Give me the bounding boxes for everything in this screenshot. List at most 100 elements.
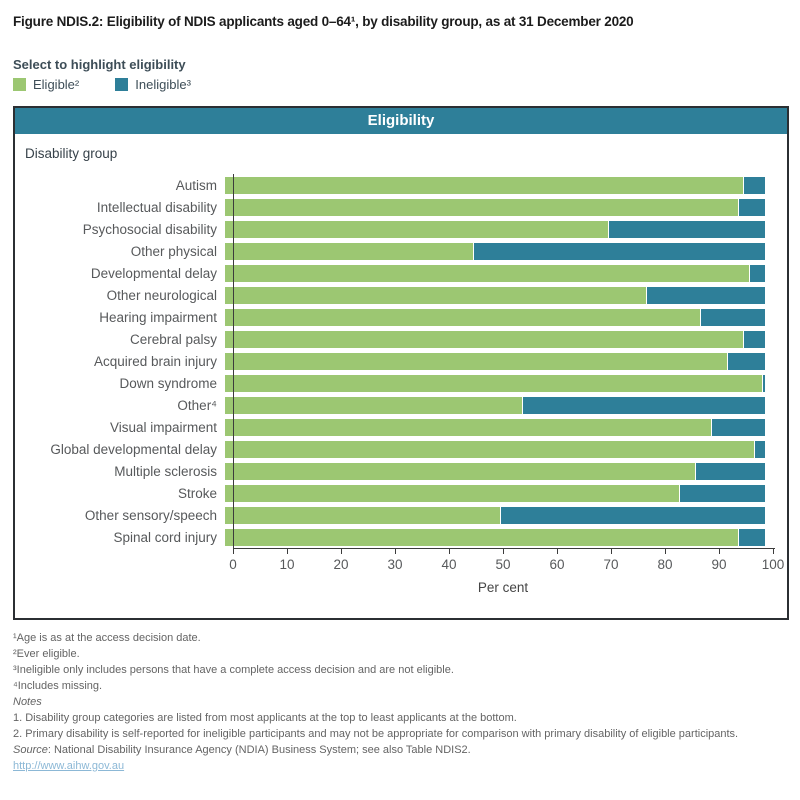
footnote-text: : National Disability Insurance Agency (…	[47, 744, 471, 756]
ineligible-bar-segment[interactable]	[678, 484, 765, 502]
bar-row: Spinal cord injury	[15, 526, 787, 548]
eligible-bar-segment[interactable]	[225, 352, 728, 370]
ineligible-bar-segment[interactable]	[754, 440, 765, 458]
bar-track	[225, 220, 765, 238]
ineligible-bar-segment[interactable]	[738, 198, 765, 216]
source-link[interactable]: http://www.aihw.gov.au	[13, 760, 125, 772]
ineligible-bar-segment[interactable]	[608, 220, 765, 238]
bar-row: Stroke	[15, 482, 787, 504]
bar-track	[225, 528, 765, 546]
bar-track	[225, 352, 765, 370]
ineligible-bar-segment[interactable]	[522, 396, 765, 414]
bar-track	[225, 286, 765, 304]
x-tick	[341, 549, 342, 554]
eligible-bar-segment[interactable]	[225, 330, 744, 348]
eligible-bar-segment[interactable]	[225, 506, 501, 524]
bar-row: Acquired brain injury	[15, 350, 787, 372]
eligible-bar-segment[interactable]	[225, 308, 701, 326]
y-axis-title: Disability group	[25, 146, 118, 161]
x-tick	[449, 549, 450, 554]
bar-row: Cerebral palsy	[15, 328, 787, 350]
category-label: Other physical	[130, 243, 217, 259]
bar-row: Developmental delay	[15, 262, 787, 284]
ineligible-bar-segment[interactable]	[743, 176, 765, 194]
bar-row: Other⁴	[15, 394, 787, 416]
footnote-line: 2. Primary disability is self-reported f…	[13, 728, 739, 740]
x-tick	[395, 549, 396, 554]
ineligible-bar-segment[interactable]	[500, 506, 765, 524]
eligible-bar-segment[interactable]	[225, 528, 738, 546]
ineligible-bar-segment[interactable]	[694, 462, 765, 480]
x-tick-label: 40	[441, 557, 457, 572]
footnote-line: ³Ineligible only includes persons that h…	[13, 664, 454, 676]
ineligible-bar-segment[interactable]	[473, 242, 765, 260]
bar-track	[225, 176, 765, 194]
ineligible-bar-segment[interactable]	[711, 418, 765, 436]
eligible-bar-segment[interactable]	[225, 220, 609, 238]
bar-row: Intellectual disability	[15, 196, 787, 218]
bar-track	[225, 242, 765, 260]
eligible-bar-segment[interactable]	[225, 484, 679, 502]
footnote-line: Source: National Disability Insurance Ag…	[13, 742, 791, 758]
x-tick-label: 10	[279, 557, 295, 572]
eligible-bar-segment[interactable]	[225, 462, 695, 480]
legend-item-label: Ineligible³	[135, 77, 191, 92]
footnote-line: ⁴Includes missing.	[13, 680, 103, 692]
category-label: Psychosocial disability	[82, 221, 217, 237]
x-tick-label: 90	[711, 557, 727, 572]
chart-header: Eligibility	[15, 108, 787, 134]
legend: Eligible² Ineligible³	[13, 77, 227, 92]
bar-track	[225, 440, 765, 458]
category-label: Stroke	[177, 485, 217, 501]
bar-track	[225, 374, 765, 392]
legend-item-eligible[interactable]: Eligible²	[13, 77, 79, 92]
category-label: Autism	[175, 177, 217, 193]
x-tick	[233, 549, 234, 554]
ineligible-swatch-icon	[115, 78, 129, 91]
ineligible-bar-segment[interactable]	[738, 528, 765, 546]
ineligible-bar-segment[interactable]	[727, 352, 765, 370]
bar-row: Visual impairment	[15, 416, 787, 438]
x-axis-title: Per cent	[477, 580, 529, 595]
bar-track	[225, 396, 765, 414]
bar-row: Hearing impairment	[15, 306, 787, 328]
ineligible-bar-segment[interactable]	[762, 374, 765, 392]
eligible-bar-segment[interactable]	[225, 374, 763, 392]
bar-row: Autism	[15, 174, 787, 196]
bar-track	[225, 462, 765, 480]
bar-row: Other sensory/speech	[15, 504, 787, 526]
bar-row: Global developmental delay	[15, 438, 787, 460]
ineligible-bar-segment[interactable]	[743, 330, 765, 348]
category-label: Visual impairment	[109, 419, 217, 435]
bar-track	[225, 330, 765, 348]
source-link-line: http://www.aihw.gov.au	[13, 758, 791, 774]
eligible-bar-segment[interactable]	[225, 176, 744, 194]
eligible-bar-segment[interactable]	[225, 242, 474, 260]
eligible-bar-segment[interactable]	[225, 286, 647, 304]
footnote-line: ¹Age is as at the access decision date.	[13, 632, 201, 644]
ineligible-bar-segment[interactable]	[646, 286, 765, 304]
bar-rows: Autism Intellectual disability Psychosocia…	[15, 174, 787, 548]
eligible-bar-segment[interactable]	[225, 198, 738, 216]
x-tick-label: 0	[229, 557, 237, 572]
category-label: Global developmental delay	[50, 441, 217, 457]
legend-item-ineligible[interactable]: Ineligible³	[115, 77, 191, 92]
footnote-source-word: Source	[13, 744, 48, 756]
bar-track	[225, 418, 765, 436]
category-label: Cerebral palsy	[129, 331, 217, 347]
category-label: Hearing impairment	[99, 309, 217, 325]
eligible-bar-segment[interactable]	[225, 396, 522, 414]
footnote-line: Notes	[13, 696, 42, 708]
bar-track	[225, 506, 765, 524]
eligible-bar-segment[interactable]	[225, 418, 711, 436]
category-label: Other neurological	[106, 287, 217, 303]
bar-track	[225, 198, 765, 216]
category-label: Spinal cord injury	[113, 529, 217, 545]
x-tick	[719, 549, 720, 554]
category-label: Multiple sclerosis	[114, 463, 217, 479]
ineligible-bar-segment[interactable]	[700, 308, 765, 326]
eligible-bar-segment[interactable]	[225, 440, 755, 458]
category-label: Developmental delay	[90, 265, 217, 281]
eligible-bar-segment[interactable]	[225, 264, 749, 282]
ineligible-bar-segment[interactable]	[748, 264, 765, 282]
